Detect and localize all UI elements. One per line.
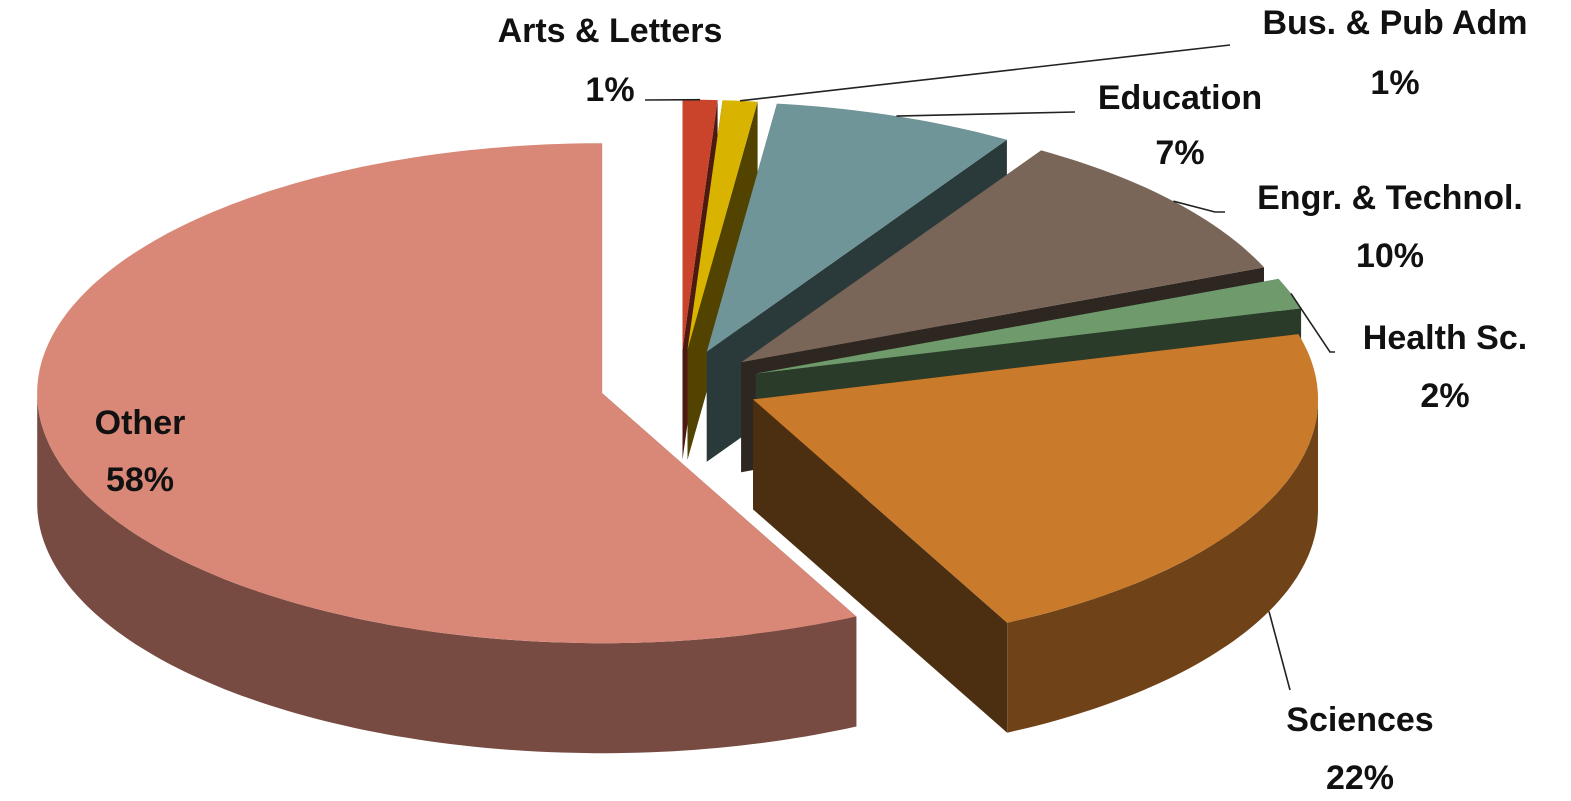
slice [706, 103, 1007, 352]
slice-side [1007, 399, 1318, 733]
slice-value-label: 10% [1356, 237, 1424, 275]
slice [687, 100, 758, 350]
slice-label: Sciences [1286, 701, 1433, 739]
slice-value-label: 1% [585, 71, 634, 109]
slice-label: Education [1098, 79, 1262, 117]
slice-label: Bus. & Pub Adm [1262, 4, 1527, 42]
leader-line [896, 111, 1076, 117]
slice-label: Arts & Letters [498, 12, 723, 50]
slice [755, 278, 1302, 374]
leader-line [740, 44, 1231, 102]
slice-label: Health Sc. [1363, 319, 1527, 357]
slice [753, 334, 1318, 623]
slice-wall [753, 399, 1008, 733]
slice [741, 150, 1264, 363]
slice-label: Engr. & Technol. [1257, 179, 1523, 217]
slice [37, 143, 857, 644]
slice-label: Other [95, 404, 186, 442]
leader-line [1268, 611, 1291, 691]
slice-value-label: 58% [106, 461, 174, 499]
leader-line [1173, 200, 1225, 213]
slice-value-label: 22% [1326, 759, 1394, 797]
slice-side [37, 393, 857, 754]
slice-wall [687, 101, 758, 460]
leader-line [1290, 292, 1335, 353]
slice [682, 99, 718, 350]
slice-value-label: 7% [1155, 134, 1204, 172]
slice-value-label: 2% [1420, 377, 1469, 415]
slice-value-label: 1% [1370, 64, 1419, 102]
